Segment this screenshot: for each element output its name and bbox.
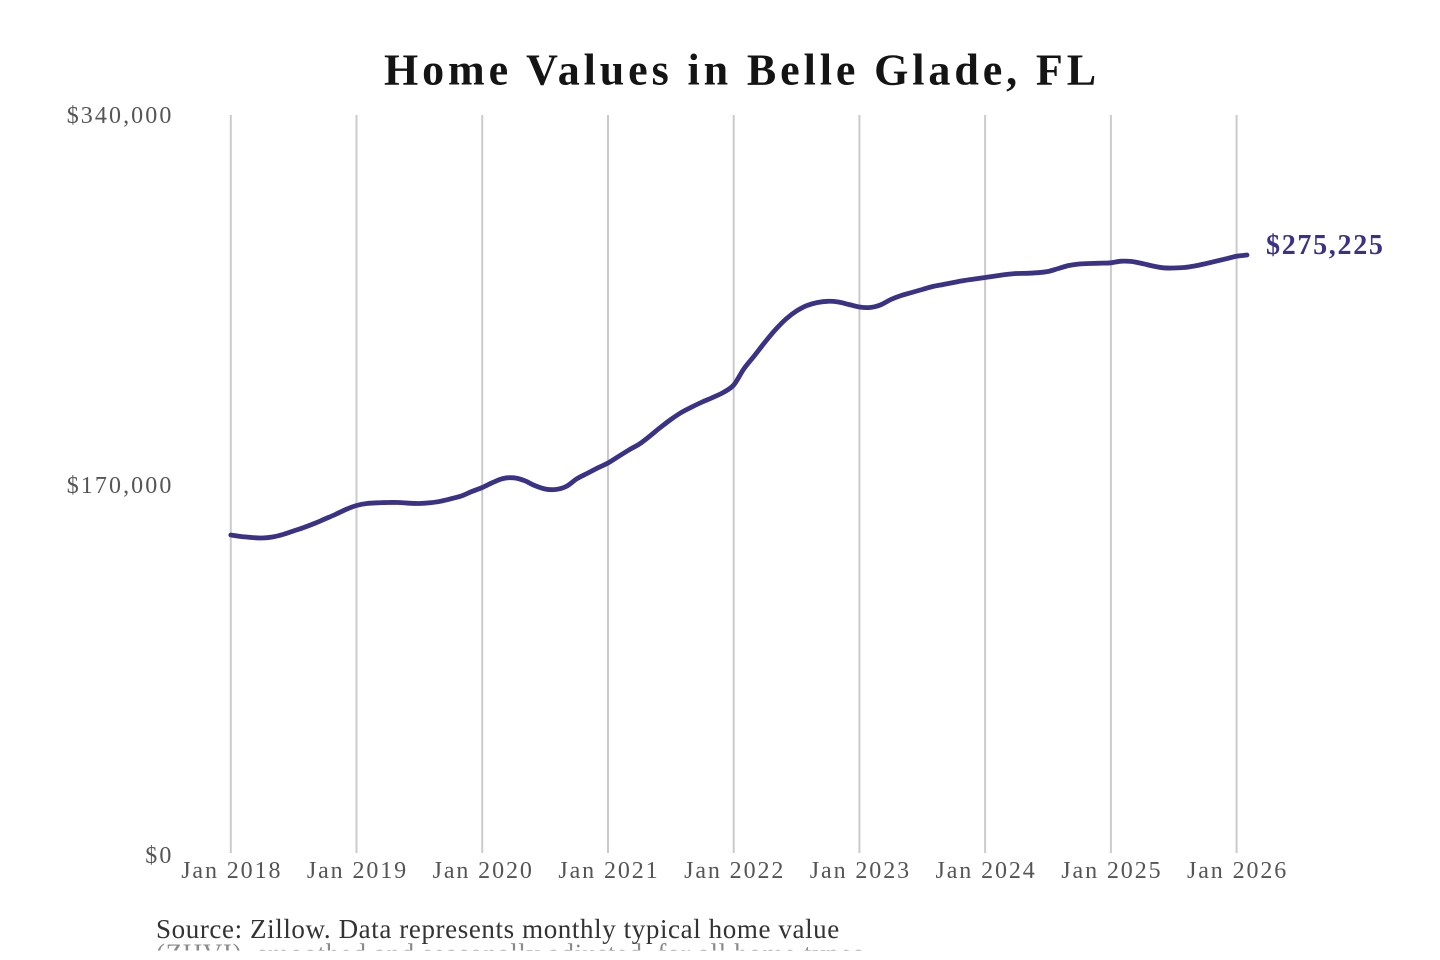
svg-text:Jan 2023: Jan 2023	[810, 858, 911, 884]
svg-text:Jan 2024: Jan 2024	[935, 858, 1036, 884]
svg-text:$275,225: $275,225	[1266, 230, 1385, 261]
svg-text:Jan 2018: Jan 2018	[181, 858, 282, 884]
svg-text:Jan 2025: Jan 2025	[1061, 858, 1162, 884]
svg-text:Home Values in Belle Glade, FL: Home Values in Belle Glade, FL	[384, 46, 1100, 95]
svg-text:$340,000: $340,000	[67, 103, 174, 129]
svg-text:(ZHVI), smoothed and seasonall: (ZHVI), smoothed and seasonally adjusted…	[156, 939, 871, 960]
svg-text:$0: $0	[145, 843, 173, 869]
svg-text:Jan 2021: Jan 2021	[558, 858, 659, 884]
svg-text:Jan 2020: Jan 2020	[433, 858, 534, 884]
svg-text:$170,000: $170,000	[67, 473, 174, 499]
svg-text:Jan 2022: Jan 2022	[684, 858, 785, 884]
svg-text:Jan 2019: Jan 2019	[307, 858, 408, 884]
svg-text:Jan 2026: Jan 2026	[1187, 858, 1288, 884]
svg-text:Source: Zillow. Data represent: Source: Zillow. Data represents monthly …	[156, 914, 840, 944]
